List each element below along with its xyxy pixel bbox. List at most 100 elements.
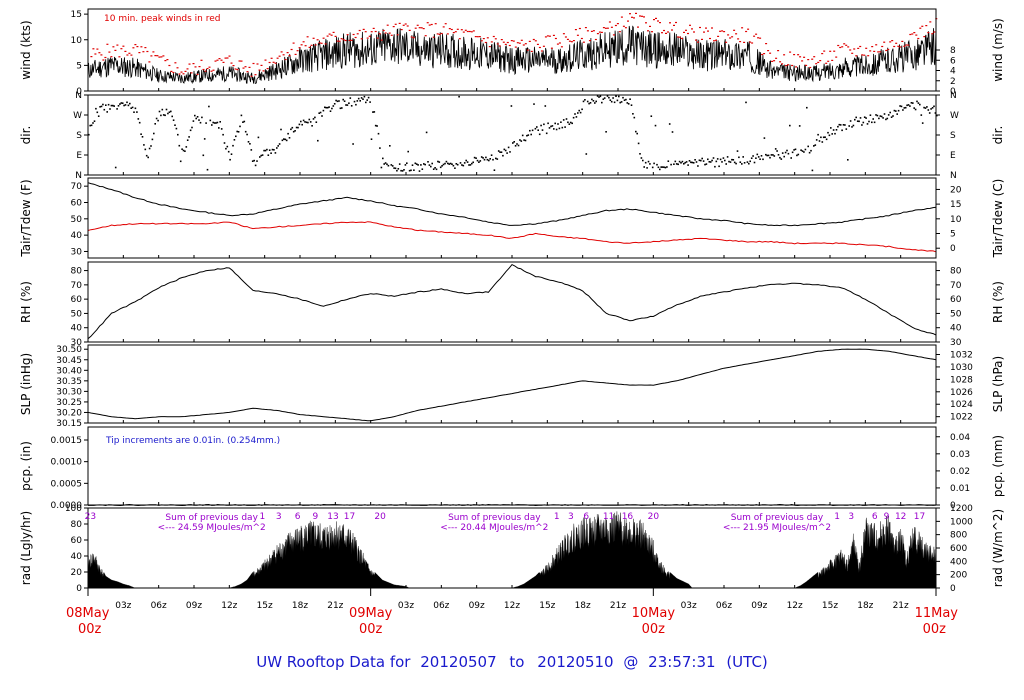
peak-wind-point bbox=[558, 42, 561, 44]
footer-start-date: 20120507 bbox=[420, 653, 496, 671]
direction-point bbox=[356, 100, 359, 102]
peak-wind-point bbox=[464, 29, 467, 31]
peak-wind-point bbox=[224, 57, 227, 59]
direction-point bbox=[242, 121, 244, 123]
peak-wind-point bbox=[140, 46, 143, 48]
peak-wind-point bbox=[106, 43, 109, 45]
direction-point bbox=[468, 164, 470, 166]
direction-point bbox=[206, 168, 209, 171]
peak-wind-point bbox=[196, 73, 199, 75]
direction-point bbox=[865, 117, 867, 119]
peak-wind-point bbox=[168, 64, 171, 67]
direction-point bbox=[887, 114, 890, 116]
peak-wind-point bbox=[847, 46, 850, 48]
direction-point bbox=[673, 163, 675, 165]
direction-point bbox=[434, 167, 436, 169]
peak-wind-point bbox=[542, 45, 545, 47]
peak-wind-point bbox=[478, 36, 481, 38]
direction-point bbox=[411, 164, 414, 166]
direction-point bbox=[594, 102, 596, 104]
direction-point bbox=[536, 126, 538, 128]
direction-point bbox=[341, 107, 343, 109]
peak-wind-point bbox=[482, 38, 485, 40]
peak-wind-point bbox=[624, 27, 627, 29]
radiation-hour-marker: 6 bbox=[295, 512, 301, 522]
direction-point bbox=[681, 160, 684, 163]
peak-wind-point bbox=[777, 50, 780, 52]
direction-point bbox=[926, 106, 928, 108]
direction-point bbox=[189, 129, 192, 132]
peak-wind-point bbox=[715, 39, 717, 41]
peak-wind-point bbox=[685, 29, 687, 31]
direction-point bbox=[752, 155, 754, 157]
direction-point bbox=[558, 127, 561, 130]
direction-point bbox=[924, 107, 927, 109]
peak-wind-point bbox=[290, 48, 293, 51]
direction-point bbox=[909, 105, 911, 107]
rh-frame bbox=[87, 261, 937, 343]
temp-series-tair bbox=[87, 182, 937, 227]
direction-point bbox=[906, 104, 908, 107]
direction-point bbox=[113, 105, 115, 107]
peak-wind-point bbox=[232, 65, 235, 67]
peak-wind-point bbox=[238, 60, 241, 62]
direction-point bbox=[237, 131, 240, 133]
direction-point bbox=[445, 160, 448, 163]
direction-point bbox=[182, 149, 185, 152]
direction-point bbox=[374, 124, 377, 127]
peak-wind-point bbox=[641, 15, 643, 17]
direction-point bbox=[814, 144, 817, 146]
direction-point bbox=[417, 164, 419, 166]
peak-wind-point bbox=[590, 30, 593, 32]
direction-point bbox=[355, 103, 357, 106]
dir-ylabel-right: dir. bbox=[991, 126, 1005, 145]
hour-label: 21z bbox=[893, 601, 909, 611]
peak-wind-point bbox=[388, 32, 391, 34]
direction-point bbox=[589, 102, 592, 104]
peak-wind-point bbox=[508, 44, 511, 47]
peak-wind-point bbox=[132, 47, 135, 49]
direction-point bbox=[393, 167, 395, 169]
direction-point bbox=[702, 160, 705, 162]
direction-point bbox=[338, 100, 340, 102]
peak-wind-point bbox=[931, 33, 934, 35]
radiation-hour-marker: 6 bbox=[583, 512, 589, 522]
direction-point bbox=[174, 124, 176, 126]
peak-wind-point bbox=[242, 67, 245, 69]
peak-wind-point bbox=[338, 40, 341, 42]
direction-point bbox=[757, 156, 760, 158]
peak-wind-point bbox=[348, 39, 351, 41]
peak-wind-point bbox=[787, 64, 790, 66]
direction-point bbox=[428, 164, 431, 166]
direction-point bbox=[902, 109, 904, 111]
dir-frame bbox=[87, 94, 937, 176]
peak-wind-point bbox=[562, 33, 565, 35]
peak-wind-point bbox=[432, 36, 435, 38]
direction-point bbox=[167, 112, 169, 115]
direction-point bbox=[931, 107, 934, 109]
peak-wind-point bbox=[454, 31, 457, 33]
direction-point bbox=[678, 160, 681, 163]
peak-wind-point bbox=[606, 27, 609, 29]
direction-point bbox=[636, 132, 638, 135]
direction-point bbox=[441, 165, 443, 167]
peak-wind-point bbox=[162, 55, 165, 57]
direction-point bbox=[475, 157, 477, 159]
direction-point bbox=[287, 132, 289, 135]
direction-point bbox=[466, 161, 469, 163]
direction-point bbox=[116, 108, 118, 110]
direction-point bbox=[353, 100, 356, 103]
peak-wind-point bbox=[288, 55, 291, 57]
peak-wind-point bbox=[516, 42, 519, 44]
direction-point bbox=[93, 120, 96, 122]
temp-frame bbox=[87, 177, 937, 259]
peak-wind-point bbox=[354, 36, 357, 39]
direction-point bbox=[213, 122, 216, 124]
direction-point bbox=[379, 147, 381, 149]
radiation-hour-marker: 6 bbox=[872, 512, 878, 522]
peak-wind-point bbox=[474, 36, 477, 38]
direction-point bbox=[762, 158, 764, 161]
direction-point bbox=[114, 166, 117, 169]
peak-wind-point bbox=[226, 57, 229, 59]
direction-point bbox=[97, 115, 100, 117]
